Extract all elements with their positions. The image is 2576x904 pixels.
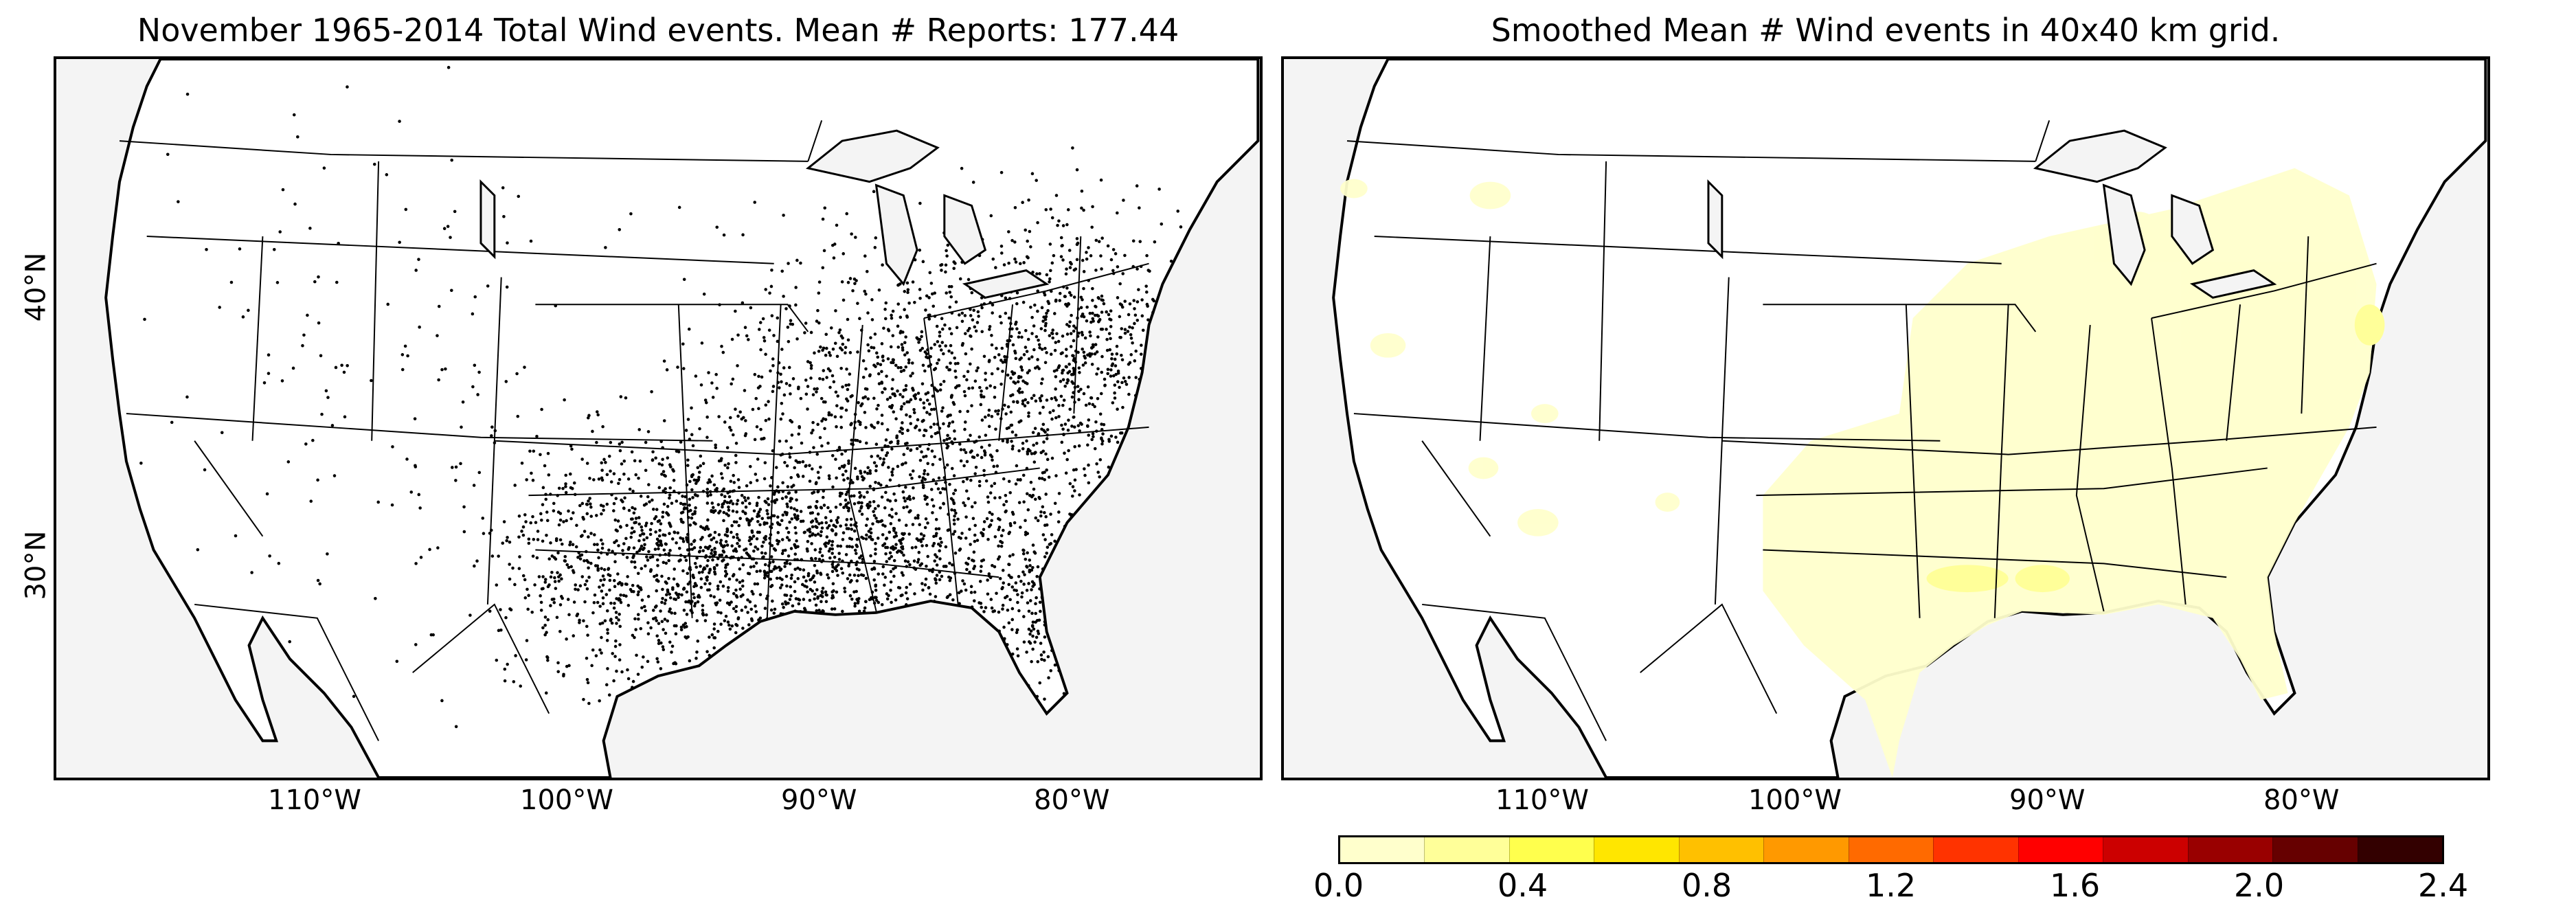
colorbar-segment xyxy=(1933,837,2018,862)
colorbar-segment xyxy=(2018,837,2103,862)
colorbar-tick-1: 0.4 xyxy=(1498,867,1548,904)
left-map-frame xyxy=(54,56,1263,780)
colorbar-segment xyxy=(1848,837,1934,862)
right-map-title: Smoothed Mean # Wind events in 40x40 km … xyxy=(1491,12,2281,49)
lon-label-90w-right: 90°W xyxy=(2009,784,2086,816)
lon-label-80w-left: 80°W xyxy=(1034,784,1110,816)
colorbar-segment xyxy=(2357,837,2443,862)
lon-label-110w-left: 110°W xyxy=(268,784,361,816)
right-map-canvas xyxy=(1332,59,2487,778)
lon-label-110w-right: 110°W xyxy=(1495,784,1589,816)
colorbar-tick-5: 2.0 xyxy=(2234,867,2285,904)
colorbar-tick-3: 1.2 xyxy=(1866,867,1917,904)
great-lakes xyxy=(1707,129,2277,299)
colorbar xyxy=(1338,835,2444,864)
colorbar-segment xyxy=(1509,837,1594,862)
land-polygon xyxy=(104,59,1260,778)
colorbar-segment xyxy=(2187,837,2273,862)
left-map-canvas xyxy=(104,59,1260,778)
colorbar-tick-4: 1.6 xyxy=(2050,867,2101,904)
great-lakes xyxy=(479,129,1050,299)
lon-label-90w-left: 90°W xyxy=(781,784,857,816)
left-map-title: November 1965-2014 Total Wind events. Me… xyxy=(137,12,1179,49)
colorbar-segment xyxy=(1424,837,1509,862)
colorbar-tick-6: 2.4 xyxy=(2418,867,2469,904)
lat-label-30n: 30°N xyxy=(20,530,52,600)
colorbar-segment xyxy=(1678,837,1764,862)
wind-report-dots xyxy=(139,65,1183,729)
colorbar-segment xyxy=(2272,837,2358,862)
colorbar-segment xyxy=(1594,837,1679,862)
lat-label-40n: 40°N xyxy=(20,252,52,322)
state-borders xyxy=(119,120,1149,741)
colorbar-segment xyxy=(1763,837,1849,862)
right-map-frame xyxy=(1281,56,2490,780)
colorbar-segment xyxy=(2103,837,2188,862)
lon-label-100w-left: 100°W xyxy=(520,784,613,816)
smoothed-field-highs xyxy=(1926,304,2385,593)
colorbar-tick-2: 0.8 xyxy=(1682,867,1732,904)
lon-label-100w-right: 100°W xyxy=(1748,784,1842,816)
state-borders xyxy=(1346,120,2377,741)
lon-label-80w-right: 80°W xyxy=(2263,784,2340,816)
smoothed-field xyxy=(1340,168,2377,778)
colorbar-tick-0: 0.0 xyxy=(1313,867,1364,904)
colorbar-segment xyxy=(1340,837,1425,862)
